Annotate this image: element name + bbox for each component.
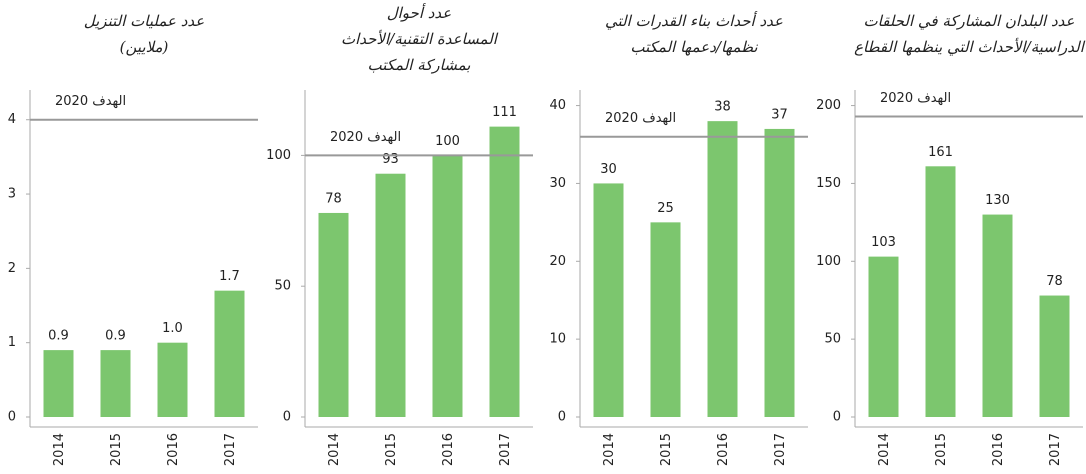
target-label: الهدف 2020 (880, 91, 951, 106)
bar (707, 121, 738, 418)
bar (764, 128, 795, 417)
y-tick-label: 0 (8, 410, 16, 425)
y-tick-label: 1 (8, 335, 16, 350)
chart-title: (ملايين) (120, 38, 169, 56)
x-tick-label: 2015 (934, 433, 949, 466)
target-label: الهدف 2020 (605, 111, 676, 126)
x-tick-label: 2014 (327, 433, 342, 466)
x-tick-label: 2016 (166, 433, 181, 466)
y-tick-label: 40 (549, 98, 566, 113)
value-label: 130 (985, 193, 1010, 208)
target-label: الهدف 2020 (55, 94, 126, 109)
y-tick-label: 3 (8, 187, 16, 202)
y-tick-label: 200 (816, 98, 841, 113)
x-tick-label: 2017 (498, 433, 513, 466)
chart-title: نظمها/دعمها المكتب (630, 38, 758, 56)
bar (650, 222, 681, 417)
x-tick-label: 2016 (716, 433, 731, 466)
y-tick-label: 10 (549, 332, 566, 347)
y-tick-label: 30 (549, 176, 566, 191)
bar (100, 350, 131, 417)
x-tick-label: 2016 (441, 433, 456, 466)
x-tick-label: 2016 (991, 433, 1006, 466)
chart-title: عدد عمليات التنزيل (84, 12, 204, 30)
bar (375, 173, 406, 417)
y-tick-label: 100 (816, 254, 841, 269)
chart-title: عدد أحوال (387, 3, 452, 22)
value-label: 30 (600, 162, 617, 177)
bar (432, 155, 463, 417)
bar (868, 256, 899, 417)
value-label: 0.9 (48, 329, 69, 344)
y-tick-label: 0 (558, 410, 566, 425)
x-tick-label: 2014 (877, 433, 892, 466)
value-label: 1.0 (162, 321, 183, 336)
value-label: 38 (714, 100, 731, 115)
x-tick-label: 2017 (1048, 433, 1063, 466)
value-label: 37 (771, 107, 788, 122)
y-tick-label: 100 (266, 148, 291, 163)
bar (157, 342, 188, 417)
x-tick-label: 2017 (773, 433, 788, 466)
y-tick-label: 50 (274, 279, 291, 294)
y-tick-label: 150 (816, 176, 841, 191)
value-label: 103 (871, 235, 896, 250)
y-tick-label: 20 (549, 254, 566, 269)
x-tick-label: 2017 (223, 433, 238, 466)
bar (43, 350, 74, 417)
bar (982, 214, 1013, 417)
x-tick-label: 2014 (52, 433, 67, 466)
x-tick-label: 2015 (659, 433, 674, 466)
y-tick-label: 50 (824, 332, 841, 347)
bar (214, 290, 245, 417)
chart-title: بمشاركة المكتب (368, 56, 471, 74)
chart-title: الدراسية/الأحداث التي ينظمها القطاع (854, 37, 1086, 56)
x-tick-label: 2015 (109, 433, 124, 466)
value-label: 0.9 (105, 329, 126, 344)
chart-title: عدد البلدان المشاركة في الحلقات (864, 12, 1075, 30)
value-label: 78 (325, 191, 342, 206)
target-label: الهدف 2020 (330, 130, 401, 145)
x-tick-label: 2014 (602, 433, 617, 466)
chart-title: المساعدة التقنية/الأحداث (341, 29, 499, 48)
x-tick-label: 2015 (384, 433, 399, 466)
y-tick-label: 0 (833, 410, 841, 425)
y-tick-label: 2 (8, 261, 16, 276)
bar (318, 212, 349, 417)
bar (925, 166, 956, 417)
value-label: 161 (928, 145, 953, 160)
bar (1039, 295, 1070, 417)
value-label: 100 (435, 134, 460, 149)
y-tick-label: 4 (8, 112, 16, 127)
bar (489, 126, 520, 418)
value-label: 1.7 (219, 269, 240, 284)
value-label: 111 (492, 105, 517, 120)
bar (593, 183, 624, 417)
value-label: 25 (657, 201, 674, 216)
chart-title: عدد أحداث بناء القدرات التي (605, 11, 783, 30)
value-label: 78 (1046, 274, 1063, 289)
y-tick-label: 0 (283, 410, 291, 425)
